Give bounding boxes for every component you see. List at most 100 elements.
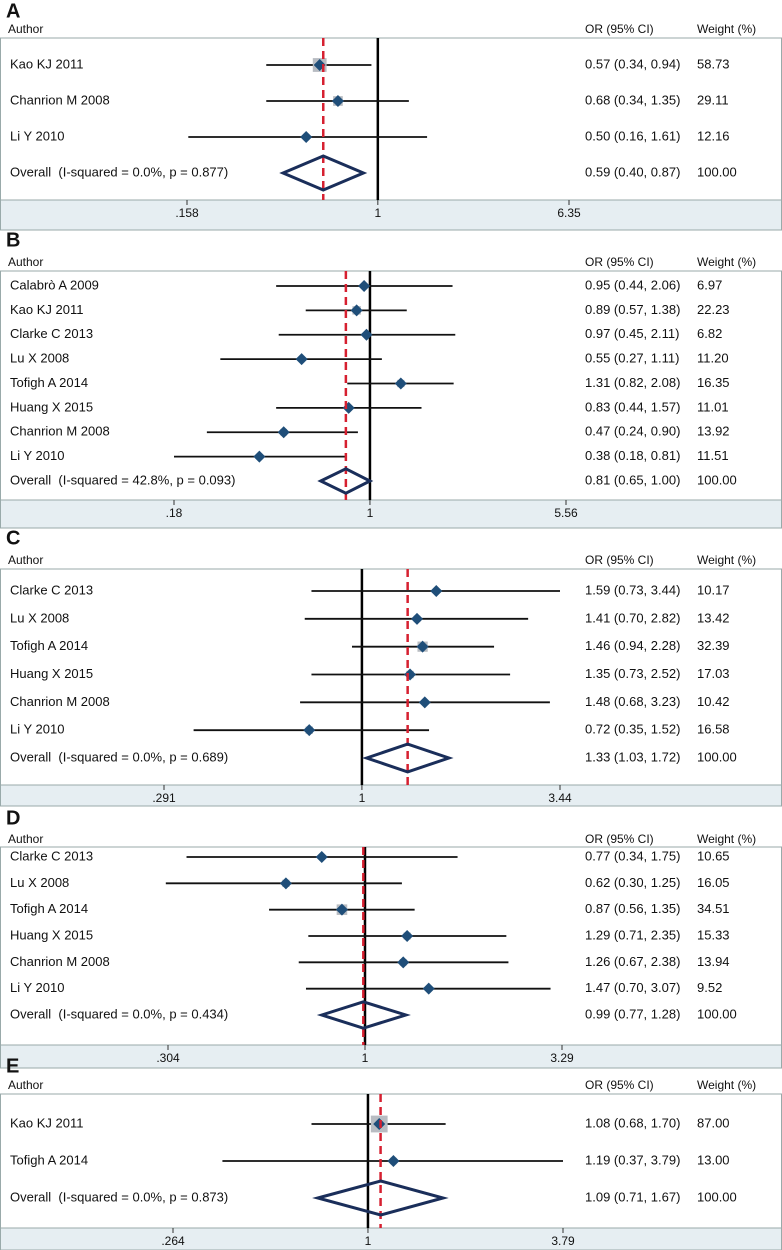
point-estimate	[430, 585, 443, 597]
overall-diamond	[317, 467, 374, 495]
weight-label: 6.97	[697, 277, 722, 292]
point-estimate	[387, 1155, 400, 1167]
panel-letter: A	[6, 0, 20, 22]
weight-label: 11.51	[697, 448, 729, 463]
weight-label: 100.00	[697, 164, 737, 179]
weight-label: 16.05	[697, 875, 730, 890]
weight-label: 16.35	[697, 375, 730, 390]
weight-label: 13.92	[697, 424, 730, 439]
panel-letter: C	[6, 527, 20, 549]
column-header: OR (95% CI)	[585, 22, 654, 36]
study-name: Li Y 2010	[10, 128, 64, 143]
x-tick-label: 5.56	[554, 506, 578, 520]
weight-label: 13.00	[697, 1152, 730, 1167]
point-estimate	[277, 426, 290, 439]
overall-label: Overall (I-squared = 0.0%, p = 0.873)	[10, 1189, 228, 1204]
weight-label: 15.33	[697, 927, 730, 942]
study-name: Tofigh A 2014	[10, 1152, 88, 1167]
x-tick-label: 1	[359, 791, 366, 805]
point-estimate	[360, 328, 373, 341]
point-estimate	[401, 930, 414, 942]
overall-diamond	[316, 1000, 411, 1030]
or-ci-label: 1.09 (0.71, 1.67)	[585, 1189, 680, 1204]
weight-label: 10.17	[697, 582, 730, 597]
weight-label: 13.94	[697, 954, 730, 969]
or-ci-label: 0.50 (0.16, 1.61)	[585, 128, 680, 143]
or-ci-label: 1.41 (0.70, 2.82)	[585, 610, 680, 625]
or-ci-label: 0.89 (0.57, 1.38)	[585, 302, 680, 317]
axis-band	[0, 784, 782, 807]
study-name: Tofigh A 2014	[10, 638, 88, 653]
column-header: Author	[8, 1078, 43, 1092]
weight-label: 11.01	[697, 399, 729, 414]
column-header: OR (95% CI)	[585, 1078, 654, 1092]
or-ci-label: 1.48 (0.68, 3.23)	[585, 694, 680, 709]
point-estimate	[416, 640, 429, 653]
study-name: Calabrò A 2009	[10, 277, 99, 292]
point-estimate	[300, 131, 313, 143]
weight-label: 10.42	[697, 694, 730, 709]
study-name: Tofigh A 2014	[10, 901, 88, 916]
or-ci-label: 0.83 (0.44, 1.57)	[585, 399, 680, 414]
column-header: Weight (%)	[697, 832, 756, 846]
or-ci-label: 0.95 (0.44, 2.06)	[585, 277, 680, 292]
or-ci-label: 0.47 (0.24, 0.90)	[585, 424, 680, 439]
forest-panel: D Author OR (95% CI) Weight (%) .304 1 3.29 Cla…	[0, 807, 782, 1069]
study-name: Clarke C 2013	[10, 582, 93, 597]
overall-diamond	[312, 1179, 449, 1217]
point-estimate	[253, 450, 266, 463]
or-ci-label: 0.97 (0.45, 2.11)	[585, 326, 679, 341]
column-header: Author	[8, 255, 43, 269]
weight-label: 11.20	[697, 351, 729, 366]
weight-label: 12.16	[697, 128, 730, 143]
study-name: Li Y 2010	[10, 722, 64, 737]
overall-label: Overall (I-squared = 0.0%, p = 0.877)	[10, 164, 228, 179]
or-ci-label: 0.87 (0.56, 1.35)	[585, 901, 680, 916]
weight-label: 29.11	[697, 92, 729, 107]
point-estimate	[315, 851, 328, 863]
study-name: Chanrion M 2008	[10, 694, 110, 709]
point-estimate	[422, 982, 435, 995]
column-header: OR (95% CI)	[585, 255, 654, 269]
axis-band	[0, 1044, 782, 1069]
or-ci-label: 1.08 (0.68, 1.70)	[585, 1115, 680, 1130]
weight-label: 6.82	[697, 326, 722, 341]
weight-label: 100.00	[697, 1006, 737, 1021]
column-header: Author	[8, 553, 43, 567]
x-tick-label: 1	[365, 1234, 372, 1248]
point-estimate	[373, 1118, 386, 1130]
or-ci-label: 1.29 (0.71, 2.35)	[585, 927, 680, 942]
axis-band	[0, 1227, 782, 1250]
study-name: Huang X 2015	[10, 666, 93, 681]
x-tick-label: 3.44	[548, 791, 572, 805]
column-header: Weight (%)	[697, 255, 756, 269]
point-estimate	[404, 668, 417, 681]
study-name: Huang X 2015	[10, 399, 93, 414]
or-ci-label: 0.55 (0.27, 1.11)	[585, 351, 679, 366]
or-ci-label: 0.99 (0.77, 1.28)	[585, 1006, 680, 1021]
x-tick-label: .158	[175, 206, 199, 220]
forest-panel: B Author OR (95% CI) Weight (%) .18 1 5.56 Cala…	[0, 229, 782, 529]
point-estimate	[358, 280, 371, 292]
weight-label: 87.00	[697, 1115, 730, 1130]
point-estimate	[394, 377, 407, 390]
or-ci-label: 1.31 (0.82, 2.08)	[585, 375, 680, 390]
study-name: Lu X 2008	[10, 875, 69, 890]
point-estimate	[335, 903, 348, 916]
x-tick-label: 1	[362, 1051, 369, 1065]
or-ci-label: 1.46 (0.94, 2.28)	[585, 638, 680, 653]
or-ci-label: 1.33 (1.03, 1.72)	[585, 749, 680, 764]
weight-label: 58.73	[697, 56, 730, 71]
study-name: Kao KJ 2011	[10, 56, 83, 71]
or-ci-label: 1.19 (0.37, 3.79)	[585, 1152, 680, 1167]
or-ci-label: 0.38 (0.18, 0.81)	[585, 448, 680, 463]
study-name: Tofigh A 2014	[10, 375, 88, 390]
weight-label: 10.65	[697, 848, 730, 863]
weight-label: 100.00	[697, 1189, 737, 1204]
study-name: Lu X 2008	[10, 610, 69, 625]
overall-label: Overall (I-squared = 42.8%, p = 0.093)	[10, 472, 235, 487]
x-tick-label: 1	[367, 506, 374, 520]
x-tick-label: .18	[166, 506, 183, 520]
or-ci-label: 0.68 (0.34, 1.35)	[585, 92, 680, 107]
